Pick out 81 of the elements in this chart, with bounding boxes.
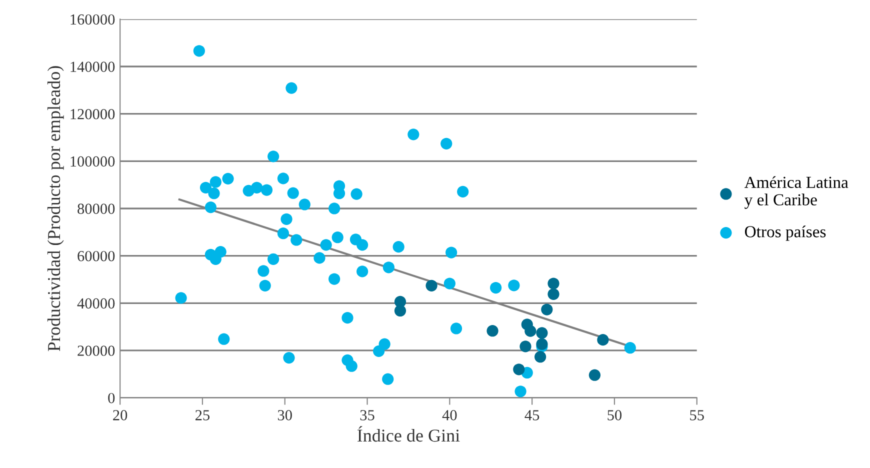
point: [268, 150, 280, 162]
x-tick-label: 40: [442, 410, 457, 420]
point: [588, 369, 600, 381]
point: [298, 198, 310, 210]
point: [277, 228, 290, 240]
point: [513, 364, 525, 376]
point: [258, 265, 270, 277]
x-tick-label: 25: [195, 410, 210, 420]
point: [208, 188, 220, 200]
point: [536, 338, 548, 350]
point: [286, 82, 298, 94]
x-tick-label: 30: [278, 410, 292, 420]
point: [287, 187, 299, 199]
y-tick-label: 60000: [78, 250, 115, 262]
y-tick-label: 160000: [70, 14, 115, 25]
x-tick-label: 35: [360, 410, 374, 420]
point: [342, 312, 354, 324]
point: [314, 252, 326, 264]
y-tick-label: 100000: [70, 156, 115, 167]
point: [541, 304, 553, 316]
point: [332, 232, 344, 244]
point: [222, 172, 234, 184]
y-tick-label: 0: [108, 392, 115, 404]
y-tick-label: 40000: [77, 298, 115, 309]
y-axis-title: Productividad (Producto por empleado): [47, 66, 64, 352]
x-tick-label: 45: [524, 410, 540, 420]
y-tick-label: 80000: [78, 204, 115, 214]
point: [268, 253, 280, 265]
point: [346, 360, 358, 372]
point: [200, 182, 212, 194]
point: [408, 128, 420, 140]
point: [548, 278, 560, 290]
point: [490, 282, 502, 294]
point: [382, 262, 394, 274]
legend-label: América Latina y el Caribe: [744, 176, 848, 209]
point: [280, 213, 292, 225]
point: [290, 234, 302, 246]
point: [356, 266, 368, 278]
point: [392, 241, 404, 253]
point: [382, 373, 394, 385]
point: [524, 325, 536, 337]
point: [457, 186, 469, 198]
point: [356, 239, 368, 251]
point: [175, 292, 187, 304]
point: [210, 176, 222, 188]
point: [350, 188, 362, 200]
point: [624, 342, 636, 354]
point: [534, 351, 546, 363]
point: [426, 280, 438, 292]
x-tick-label: 20: [113, 410, 128, 420]
x-tick-label: 55: [690, 410, 704, 420]
point: [251, 182, 263, 194]
y-tick-label: 20000: [78, 346, 115, 356]
y-tick-label: 140000: [70, 62, 115, 72]
point: [514, 386, 526, 398]
point: [450, 322, 462, 334]
point: [218, 333, 230, 345]
point: [328, 273, 340, 285]
point: [444, 278, 456, 290]
point: [283, 352, 295, 364]
point: [259, 280, 271, 292]
point: [486, 325, 498, 337]
x-tick-label: 50: [608, 410, 622, 420]
point: [548, 288, 560, 300]
point: [508, 280, 520, 292]
legend-label: Otros países: [744, 226, 826, 241]
y-tick-label: 120000: [70, 108, 115, 120]
point: [378, 338, 390, 350]
point: [536, 327, 548, 339]
point: [277, 172, 290, 184]
point: [328, 202, 340, 214]
point: [260, 184, 273, 196]
point: [320, 239, 332, 251]
point: [204, 202, 217, 214]
point: [446, 246, 458, 258]
point: [440, 138, 452, 150]
point: [597, 334, 609, 346]
x-axis-title: Índice de Gini: [357, 426, 460, 442]
point: [520, 340, 532, 352]
point: [193, 45, 205, 57]
point: [394, 304, 406, 317]
